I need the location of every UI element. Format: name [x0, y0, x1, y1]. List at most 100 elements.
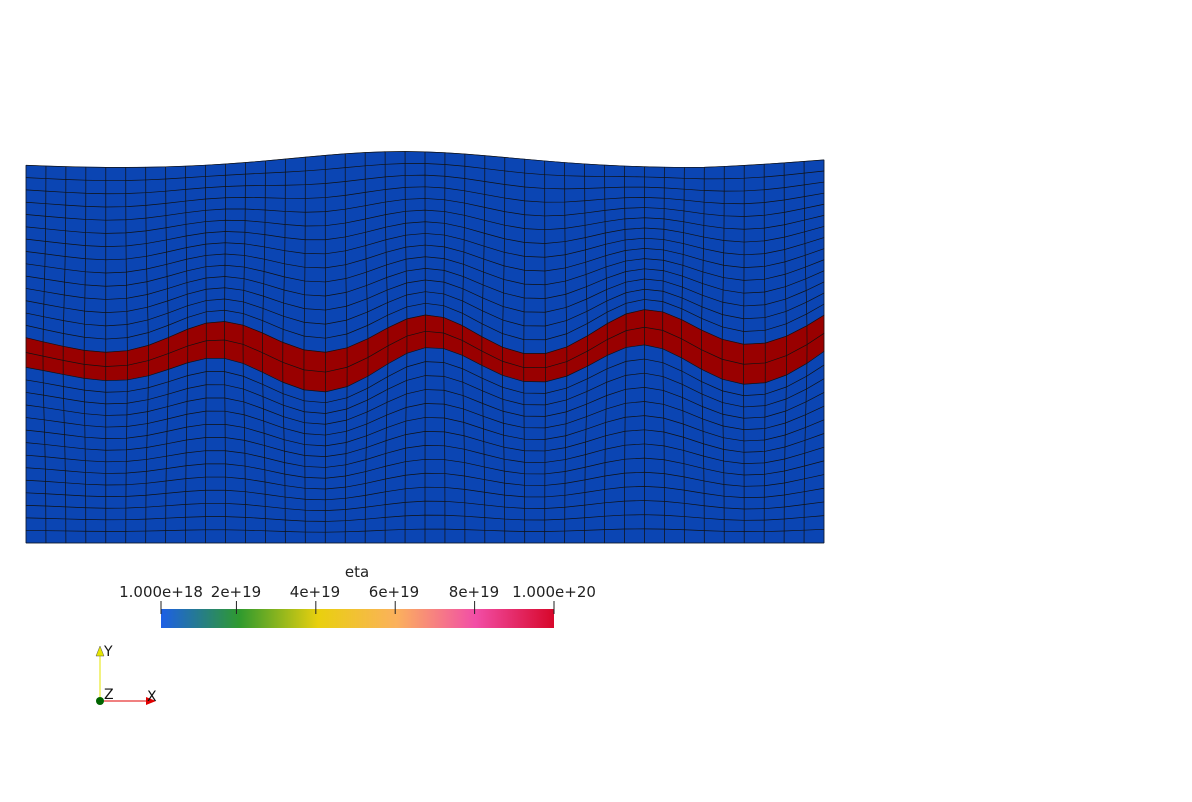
- matrix-cell: [663, 177, 685, 190]
- matrix-cell: [644, 248, 664, 261]
- matrix-cell: [524, 214, 546, 231]
- matrix-cell: [524, 461, 546, 475]
- matrix-cell: [65, 494, 87, 509]
- matrix-cell: [304, 253, 326, 269]
- matrix-cell: [303, 308, 326, 325]
- matrix-cell: [205, 516, 226, 531]
- matrix-cell: [105, 245, 127, 261]
- matrix-cell: [683, 516, 705, 531]
- matrix-cell: [743, 382, 766, 396]
- matrix-cell: [84, 258, 107, 274]
- matrix-cell: [65, 482, 86, 497]
- matrix-cell: [344, 518, 366, 533]
- matrix-cell: [703, 517, 725, 532]
- matrix-cell: [743, 451, 765, 464]
- matrix-cell: [424, 389, 445, 405]
- matrix-cell: [424, 445, 446, 460]
- matrix-cell: [783, 529, 805, 544]
- matrix-cell: [105, 426, 128, 439]
- matrix-cell: [424, 486, 446, 502]
- matrix-cell: [85, 245, 107, 261]
- matrix-cell: [304, 488, 326, 501]
- matrix-cell: [544, 188, 566, 203]
- matrix-cell: [304, 422, 326, 436]
- matrix-cell: [25, 492, 47, 507]
- matrix-cell: [284, 170, 306, 186]
- matrix-cell: [145, 166, 167, 181]
- matrix-cell: [624, 165, 645, 178]
- layer-cell: [644, 309, 664, 331]
- matrix-cell: [624, 217, 645, 230]
- layer-cell: [425, 331, 444, 349]
- matrix-cell: [743, 330, 766, 345]
- matrix-cell: [523, 325, 546, 341]
- matrix-cell: [105, 271, 127, 287]
- matrix-cell: [544, 530, 566, 544]
- matrix-cell: [105, 449, 127, 463]
- matrix-cell: [145, 190, 167, 206]
- matrix-cell: [85, 460, 107, 474]
- matrix-cell: [644, 197, 665, 209]
- matrix-cell: [304, 477, 326, 490]
- matrix-cell: [224, 242, 246, 256]
- matrix-cell: [285, 156, 306, 173]
- matrix-cell: [384, 515, 406, 531]
- matrix-cell: [404, 486, 426, 503]
- matrix-cell: [105, 437, 127, 451]
- matrix-cell: [524, 228, 546, 244]
- matrix-cell: [504, 530, 526, 544]
- matrix-cell: [743, 202, 765, 217]
- colorbar-ticks: [160, 601, 555, 614]
- matrix-cell: [245, 172, 266, 187]
- matrix-cell: [64, 470, 86, 485]
- matrix-cell: [523, 339, 546, 354]
- matrix-cell: [84, 297, 107, 313]
- matrix-cell: [484, 530, 506, 544]
- mesh-column-line: [564, 162, 568, 544]
- matrix-cell: [45, 215, 66, 232]
- matrix-cell: [405, 221, 426, 236]
- matrix-cell: [85, 495, 107, 509]
- matrix-cell: [523, 427, 546, 440]
- matrix-cell: [625, 358, 645, 376]
- matrix-cell: [424, 233, 445, 248]
- matrix-cell: [205, 489, 226, 504]
- matrix-cell: [84, 448, 107, 463]
- matrix-cell: [85, 192, 107, 208]
- matrix-cell: [624, 443, 645, 460]
- matrix-cell: [524, 200, 546, 217]
- mesh-column-line: [205, 165, 207, 544]
- matrix-cell: [105, 391, 128, 405]
- matrix-cell: [624, 429, 645, 446]
- matrix-cell: [743, 317, 766, 332]
- matrix-cell: [524, 531, 546, 544]
- matrix-cell: [604, 176, 625, 189]
- matrix-cell: [105, 531, 127, 544]
- z-axis-origin: [96, 697, 104, 705]
- matrix-cell: [624, 197, 645, 209]
- matrix-cell: [763, 506, 785, 521]
- matrix-cell: [723, 484, 745, 498]
- mesh-column-line: [165, 166, 169, 544]
- matrix-cell: [384, 163, 406, 178]
- matrix-cell: [544, 494, 566, 509]
- matrix-cell: [424, 151, 446, 165]
- matrix-cell: [405, 209, 426, 224]
- matrix-cell: [464, 502, 486, 518]
- colorbar-tick-label: 2e+19: [210, 583, 262, 601]
- mesh-column-line: [262, 160, 266, 544]
- matrix-cell: [225, 463, 246, 480]
- colorbar-tick-label: 4e+19: [289, 583, 341, 601]
- matrix-cell: [185, 176, 206, 190]
- matrix-cell: [105, 461, 127, 474]
- matrix-cell: [703, 178, 725, 192]
- matrix-cell: [244, 208, 266, 223]
- matrix-cell: [803, 515, 825, 531]
- matrix-cell: [105, 180, 127, 195]
- matrix-cell: [64, 458, 86, 473]
- matrix-cell: [85, 530, 107, 544]
- matrix-cell: [284, 211, 306, 227]
- matrix-cell: [324, 167, 346, 184]
- matrix-cell: [105, 311, 128, 327]
